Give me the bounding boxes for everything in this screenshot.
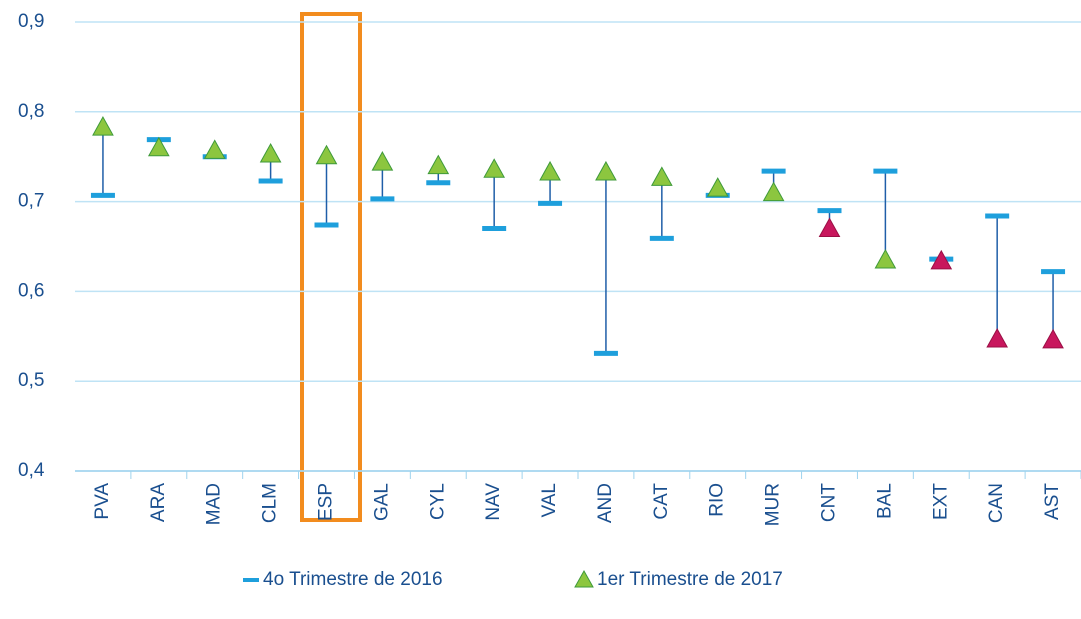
x-tick-label: BAL (874, 483, 895, 519)
y-tick-label: 0,7 (18, 191, 44, 212)
triangle-marker (427, 154, 450, 175)
x-tick-label: AST (1042, 483, 1063, 520)
triangle-marker (986, 327, 1009, 348)
y-tick-label: 0,8 (18, 101, 44, 122)
x-tick-label: RIO (707, 483, 728, 517)
legend-marker (574, 569, 594, 588)
x-tick-label: EXT (930, 483, 951, 520)
x-tick-label: GAL (371, 483, 392, 521)
y-tick-label: 0,9 (18, 11, 44, 32)
triangle-marker (315, 144, 338, 165)
x-tick-label: ESP (316, 483, 337, 521)
triangle-marker (147, 136, 170, 157)
triangle-marker (874, 248, 897, 269)
triangle-marker (930, 249, 953, 270)
triangle-marker (203, 139, 226, 159)
triangle-marker (706, 177, 729, 197)
triangle-marker (483, 158, 506, 178)
triangle-marker (1042, 328, 1064, 349)
x-tick-label: CAN (986, 483, 1007, 523)
triangle-marker (371, 151, 394, 171)
triangle-marker (818, 217, 841, 238)
y-tick-label: 0,4 (18, 460, 45, 481)
x-tick-label: CLM (260, 483, 281, 523)
x-tick-label: MUR (763, 483, 784, 526)
triangle-marker (539, 160, 561, 181)
legend-label: 1er Trimestre de 2017 (597, 569, 783, 590)
triangle-marker (259, 142, 282, 163)
x-tick-label: PVA (92, 483, 113, 520)
x-tick-label: CAT (651, 483, 672, 520)
y-tick-label: 0,5 (18, 370, 44, 391)
x-tick-label: MAD (204, 483, 225, 525)
triangle-marker (650, 166, 673, 186)
triangle-marker (92, 116, 114, 136)
x-tick-label: AND (595, 483, 616, 523)
legend-label: 4o Trimestre de 2016 (263, 569, 443, 590)
x-tick-label: CYL (427, 483, 448, 520)
y-tick-label: 0,6 (18, 280, 44, 301)
x-tick-label: VAL (539, 483, 560, 518)
triangle-marker (762, 181, 785, 202)
highlight-box (300, 12, 362, 522)
x-tick-label: ARA (148, 483, 169, 522)
triangle-marker (595, 160, 617, 181)
x-tick-label: NAV (483, 483, 504, 521)
x-tick-label: CNT (819, 483, 840, 522)
